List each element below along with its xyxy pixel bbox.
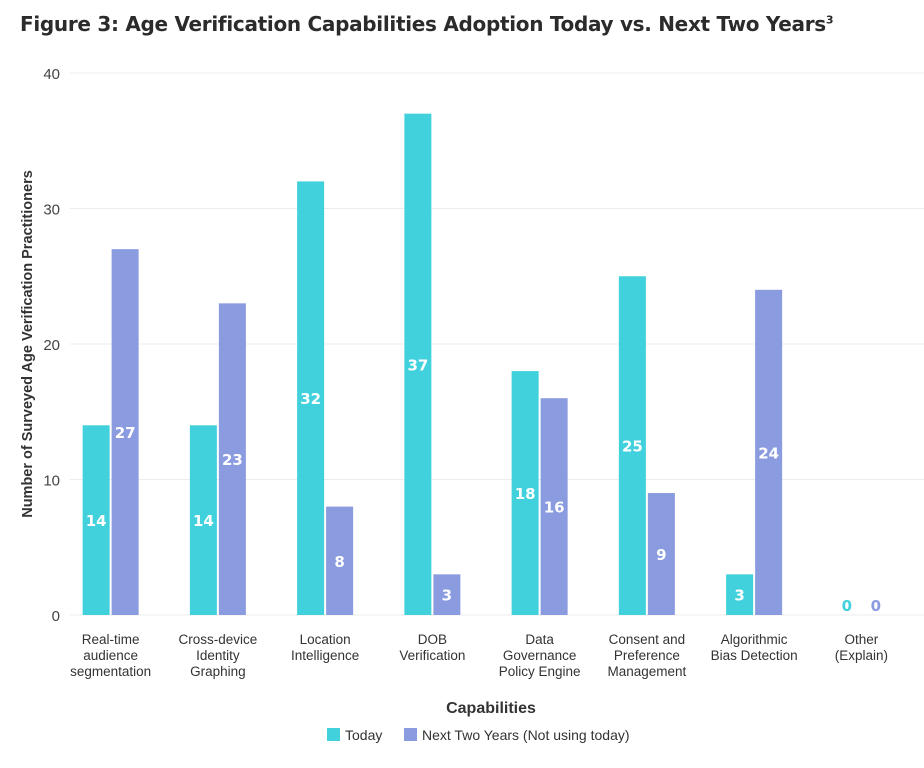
x-tick-label: segmentation [70, 664, 151, 679]
bar-today [511, 371, 539, 615]
data-label: 3 [734, 587, 744, 605]
y-tick-label: 0 [52, 608, 60, 625]
data-label: 18 [515, 485, 536, 503]
data-label: 32 [300, 390, 321, 408]
data-label: 0 [871, 597, 881, 615]
chart-title: Figure 3: Age Verification Capabilities … [20, 12, 834, 36]
title-text: Figure 3: Age Verification Capabilities … [20, 12, 826, 36]
x-tick-label: (Explain) [835, 648, 888, 663]
data-label: 23 [222, 451, 243, 469]
bar-next-two-years [755, 289, 783, 615]
legend-label: Next Two Years (Not using today) [422, 727, 630, 743]
data-label: 0 [842, 597, 852, 615]
bar-today [82, 425, 110, 615]
data-label: 14 [193, 512, 214, 530]
legend-swatch-1 [404, 728, 417, 741]
bar-today [726, 574, 754, 615]
x-tick-label: Algorithmic [721, 632, 788, 647]
bar-today [618, 276, 646, 615]
x-tick-label: Real-time [82, 632, 140, 647]
data-label: 8 [334, 553, 344, 571]
x-tick-label: Location [300, 632, 351, 647]
data-label: 37 [407, 356, 428, 374]
x-tick-label: Data [525, 632, 554, 647]
x-tick-label: Management [607, 664, 686, 679]
title-footnote: 3 [825, 13, 834, 27]
bar-next-two-years [326, 506, 354, 615]
data-label: 25 [622, 438, 643, 456]
bar-next-two-years [540, 398, 568, 615]
x-tick-label: Governance [503, 648, 577, 663]
bar-today [404, 113, 432, 616]
data-label: 9 [656, 546, 666, 564]
x-tick-label: Consent and [609, 632, 686, 647]
x-tick-label: Intelligence [291, 648, 359, 663]
data-label: 14 [86, 512, 107, 530]
legend-label: Today [345, 727, 382, 743]
bar-next-two-years [111, 249, 139, 615]
x-tick-label: Other [844, 632, 878, 647]
y-tick-label: 30 [43, 202, 60, 219]
bar-next-two-years [647, 493, 675, 615]
data-label: 27 [115, 424, 136, 442]
data-label: 3 [442, 587, 452, 605]
y-axis-title: Number of Surveyed Age Verification Prac… [20, 170, 36, 518]
x-tick-label: Identity [196, 648, 240, 663]
x-tick-label: Policy Engine [499, 664, 581, 679]
x-tick-label: Graphing [190, 664, 246, 679]
y-tick-label: 40 [43, 66, 60, 83]
x-tick-label: Verification [399, 648, 465, 663]
legend-swatch-0 [327, 728, 340, 741]
bar-today [297, 181, 325, 615]
x-tick-label: Bias Detection [711, 648, 798, 663]
y-tick-label: 10 [43, 473, 60, 490]
data-label: 16 [544, 499, 565, 517]
bar-today [189, 425, 217, 615]
x-tick-label: Cross-device [178, 632, 257, 647]
y-tick-label: 20 [43, 337, 60, 354]
x-tick-label: Preference [614, 648, 680, 663]
x-axis-title: Capabilities [446, 700, 536, 717]
bar-next-two-years [218, 303, 246, 615]
data-label: 24 [758, 444, 779, 462]
x-tick-label: DOB [418, 632, 447, 647]
x-tick-label: audience [83, 648, 138, 663]
bar-next-two-years [433, 574, 461, 615]
